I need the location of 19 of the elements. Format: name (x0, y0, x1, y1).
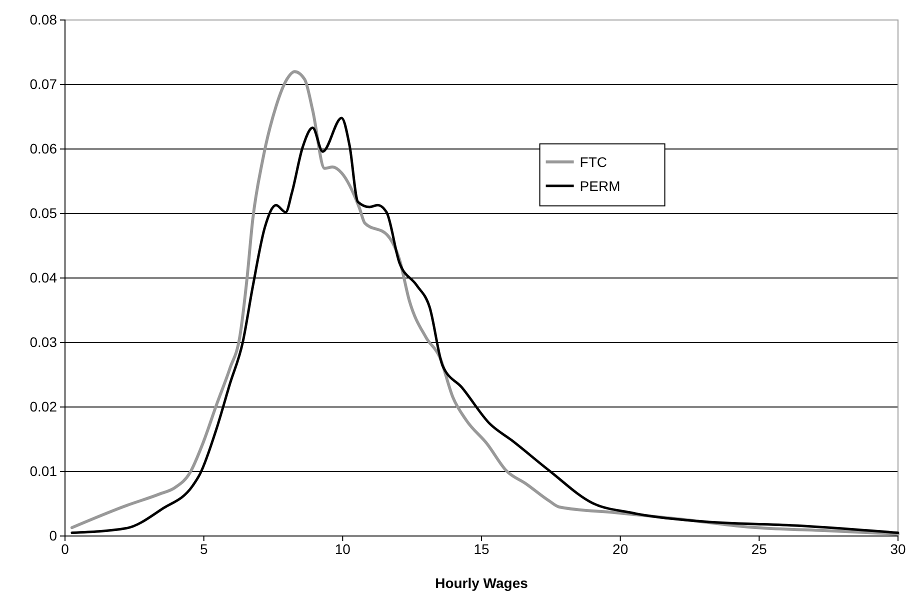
y-tick-label: 0.03 (30, 334, 58, 350)
x-tick-label: 10 (334, 540, 351, 557)
y-tick-label: 0.06 (30, 140, 58, 156)
y-tick-label: 0.05 (30, 204, 58, 221)
legend-label: FTC (580, 154, 608, 170)
x-tick-label: 20 (612, 540, 628, 557)
legend-label: PERM (580, 178, 620, 194)
y-tick-label: 0 (49, 527, 58, 544)
x-tick-label: 30 (890, 540, 906, 557)
y-tick-label: 0.02 (30, 398, 58, 414)
y-tick-label: 0.04 (30, 269, 58, 286)
x-tick-label: 0 (61, 540, 70, 557)
x-axis-title: Hourly Wages (435, 575, 528, 591)
x-tick-label: 25 (751, 540, 768, 557)
y-tick-label: 0.07 (30, 76, 58, 92)
y-tick-label: 0.01 (30, 462, 58, 479)
x-tick-label: 15 (474, 540, 490, 557)
x-tick-label: 5 (200, 540, 208, 557)
y-tick-label: 0.08 (30, 11, 58, 28)
